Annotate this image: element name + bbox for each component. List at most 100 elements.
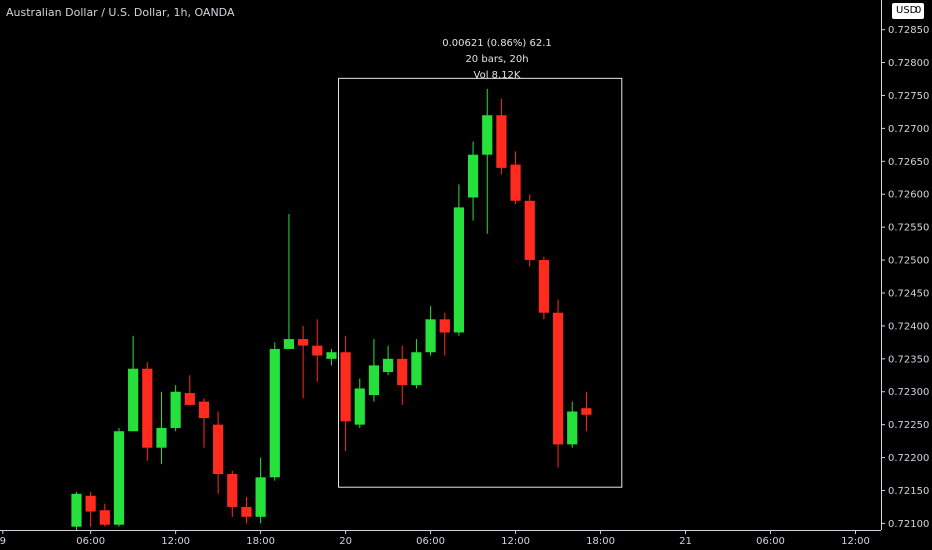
candle-body xyxy=(425,319,436,353)
chart-title: Australian Dollar / U.S. Dollar, 1h, OAN… xyxy=(6,6,235,19)
candle[interactable] xyxy=(326,348,337,366)
y-tick-label: 0.72700 xyxy=(888,124,929,135)
candle[interactable] xyxy=(99,503,110,527)
y-tick-label: 0.72450 xyxy=(888,288,929,299)
candle[interactable] xyxy=(397,345,408,405)
candle-body xyxy=(538,260,549,313)
measure-bars-label: 20 bars, 20h xyxy=(465,54,529,65)
candle[interactable] xyxy=(269,342,280,481)
candle-body xyxy=(255,477,266,517)
x-tick-label: 06:00 xyxy=(76,536,105,547)
candle[interactable] xyxy=(142,362,153,461)
candle[interactable] xyxy=(453,184,465,336)
candle-body xyxy=(184,393,195,405)
candle-body xyxy=(453,207,465,333)
currency-suffix: 0 xyxy=(915,5,922,16)
y-tick-label: 0.72600 xyxy=(888,190,929,201)
candle[interactable] xyxy=(368,339,380,402)
y-tick-label: 0.72850 xyxy=(888,25,929,36)
candle[interactable] xyxy=(255,457,266,524)
candle-body xyxy=(411,352,422,386)
candle-body xyxy=(524,200,535,261)
candle[interactable] xyxy=(156,391,167,465)
candle[interactable] xyxy=(128,335,139,432)
candle-body xyxy=(99,510,110,525)
x-tick-label: 06:00 xyxy=(756,536,785,547)
candle-body xyxy=(156,427,167,448)
candle-body xyxy=(382,358,394,372)
candle-body xyxy=(113,431,125,525)
y-tick-label: 0.72500 xyxy=(888,256,929,267)
candle[interactable] xyxy=(552,299,564,468)
x-tick-label: 12:00 xyxy=(841,536,870,547)
x-tick-label: 20 xyxy=(339,536,352,547)
candle-body xyxy=(326,352,337,359)
candle-body xyxy=(467,154,479,198)
y-axis[interactable]: 0.72100 0.72150 0.72200 0.72250 0.72300 0.723… xyxy=(881,25,929,530)
candle-body xyxy=(213,424,224,475)
candle[interactable] xyxy=(496,98,507,175)
candle-body xyxy=(340,352,351,422)
y-tick-label: 0.72400 xyxy=(888,321,929,332)
x-tick-label: 18:00 xyxy=(586,536,615,547)
candle-body xyxy=(312,345,323,356)
candle-body xyxy=(71,493,82,527)
y-tick-label: 0.72650 xyxy=(888,157,929,168)
candle[interactable] xyxy=(298,325,309,399)
candle[interactable] xyxy=(170,385,181,432)
candle[interactable] xyxy=(467,141,479,221)
candle-body xyxy=(198,401,210,419)
candle-body xyxy=(128,368,139,432)
candle-body xyxy=(567,411,578,445)
candle[interactable] xyxy=(567,401,578,448)
candle-body xyxy=(269,348,280,478)
x-tick-label: 21 xyxy=(679,536,692,547)
candle[interactable] xyxy=(241,497,252,524)
x-axis[interactable]: 9 06:00 12:00 18:00 20 06:00 12:00 18:00 21 06:00… xyxy=(0,530,870,547)
y-tick-label: 0.72300 xyxy=(888,387,929,398)
candle-body xyxy=(283,339,295,349)
candle[interactable] xyxy=(71,491,82,530)
candle[interactable] xyxy=(227,470,238,517)
candle[interactable] xyxy=(425,306,436,356)
candle[interactable] xyxy=(354,378,365,428)
candle[interactable] xyxy=(113,427,125,527)
candle[interactable] xyxy=(524,194,535,267)
candle[interactable] xyxy=(85,491,96,527)
candle[interactable] xyxy=(283,213,295,349)
candle[interactable] xyxy=(198,398,210,448)
x-tick-label: 12:00 xyxy=(161,536,190,547)
candle[interactable] xyxy=(411,339,422,389)
y-tick-label: 0.72750 xyxy=(888,91,929,102)
candle-body xyxy=(439,319,450,333)
candle[interactable] xyxy=(382,345,394,376)
candle-body xyxy=(397,358,408,386)
x-tick-label: 12:00 xyxy=(501,536,530,547)
x-tick-label: 18:00 xyxy=(246,536,275,547)
candle[interactable] xyxy=(340,335,351,451)
candle[interactable] xyxy=(482,88,493,234)
currency-label: USD xyxy=(896,5,918,16)
measure-range-box[interactable] xyxy=(338,77,623,488)
y-tick-label: 0.72250 xyxy=(888,420,929,431)
x-tick-label: 06:00 xyxy=(416,536,445,547)
candle-body xyxy=(581,408,592,415)
candle[interactable] xyxy=(312,319,323,382)
candle[interactable] xyxy=(184,375,195,405)
measure-volume-label: Vol 8.12K xyxy=(473,70,521,81)
candle-body xyxy=(510,164,521,201)
candle-body xyxy=(496,115,507,168)
candle[interactable] xyxy=(538,256,549,320)
candle-body xyxy=(298,339,309,346)
candle[interactable] xyxy=(510,151,521,205)
y-tick-label: 0.72200 xyxy=(888,453,929,464)
candle[interactable] xyxy=(213,411,224,494)
candle[interactable] xyxy=(581,391,592,432)
candle-body xyxy=(142,368,153,448)
candle-body xyxy=(552,312,564,445)
x-tick-label: 9 xyxy=(0,536,6,547)
y-tick-label: 0.72550 xyxy=(888,223,929,234)
candle[interactable] xyxy=(439,312,450,356)
currency-badge[interactable] xyxy=(892,3,924,19)
